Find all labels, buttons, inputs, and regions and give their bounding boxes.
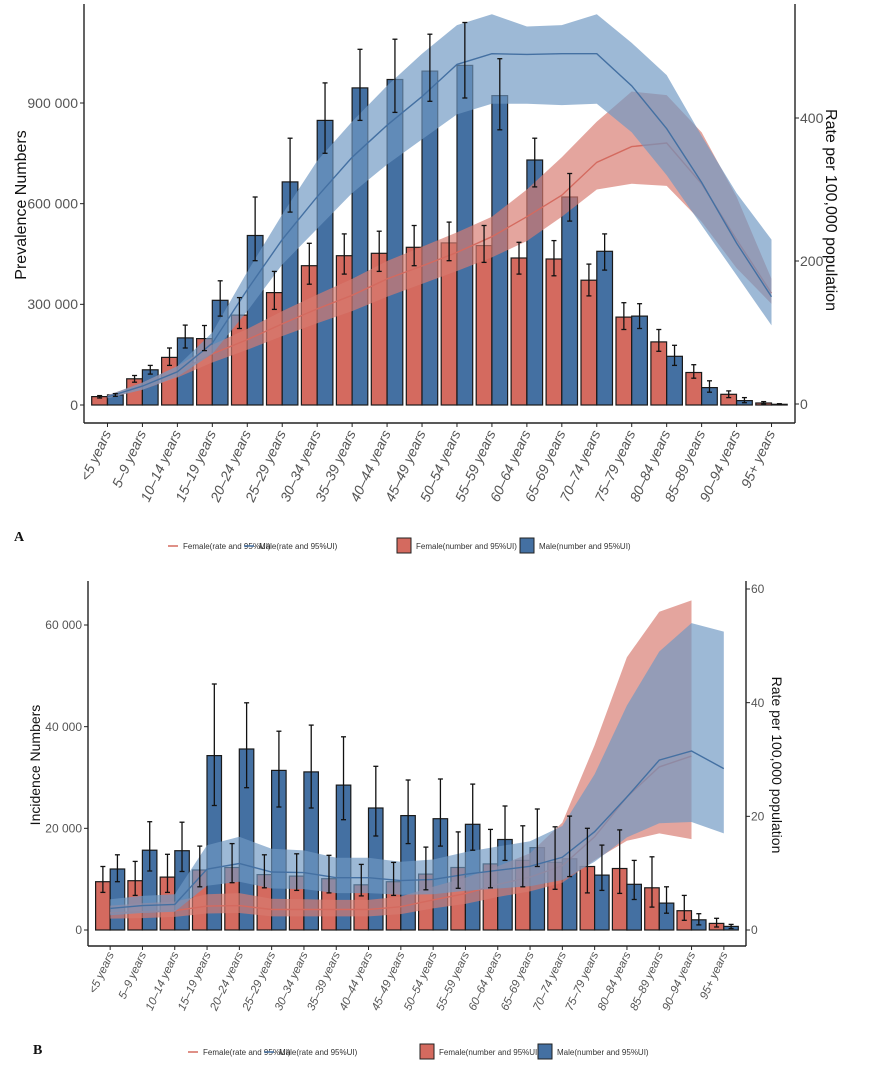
x-tick-label: 75–79 years: [564, 950, 602, 1013]
x-tick-label: 95+ years: [698, 950, 730, 1001]
y-tick-label-left: 0: [70, 397, 78, 413]
y-tick-label-right: 200: [800, 253, 824, 269]
legend-male-rate-label: Male(rate and 95%UI): [259, 542, 338, 551]
female-bar: [300, 265, 318, 406]
female-bar: [510, 257, 528, 406]
x-tick-label: 65–69 years: [499, 950, 537, 1013]
x-tick-label: 35–39 years: [305, 950, 343, 1013]
x-tick-label: 20–24 years: [208, 950, 246, 1014]
male-rate-line: [110, 750, 725, 910]
rate-bands-overlay-a: [107, 14, 773, 399]
y-tick-label-right: 20: [751, 810, 765, 824]
y-tick-label-right: 40: [751, 696, 765, 710]
male-rate-line: [107, 52, 773, 398]
legend-female-number-label: Female(number and 95%UI): [439, 1048, 540, 1057]
y-tick-label-left: 900 000: [27, 95, 78, 111]
error-bars-a: [97, 21, 782, 406]
legend-female-number-label: Female(number and 95%UI): [416, 542, 517, 551]
x-tick-label: 15–19 years: [176, 950, 214, 1013]
panel-label-a: A: [14, 530, 25, 545]
x-tick-label: <5 years: [77, 428, 114, 484]
panel-label-b: B: [33, 1043, 42, 1058]
male-rate-band: [110, 623, 724, 916]
y-tick-label-right: 0: [751, 923, 758, 937]
y-tick-label-left: 20 000: [45, 822, 82, 836]
female-bar: [545, 258, 563, 406]
female-bar: [475, 245, 493, 406]
legend-male-number-swatch: [537, 1043, 553, 1060]
x-tick-label: 85–89 years: [628, 950, 666, 1013]
legend-b: Female(rate and 95%UI)Male(rate and 95%U…: [188, 1043, 649, 1060]
female-bar: [580, 279, 598, 406]
y-axis-title-left-b: Incidence Numbers: [27, 705, 43, 826]
male-rate-band: [107, 14, 772, 399]
x-tick-label: <5 years: [87, 950, 117, 996]
male-bar: [561, 196, 579, 406]
legend-female-number-swatch: [396, 537, 412, 554]
chart-panel-b: 0 20 000 40 000 60 000 0 20 40 60 <5 years 5–9 ye…: [27, 581, 785, 1060]
y-tick-label-left: 0: [75, 923, 82, 937]
x-tick-label: 95+ years: [738, 428, 779, 491]
rate-bands-overlay-b: [110, 600, 725, 919]
chart-panel-a: 0 300 000 600 000 900 000 0 200 400 <5 years5–9…: [13, 4, 839, 554]
y-tick-label-left: 60 000: [45, 618, 82, 632]
x-tick-label: 60–64 years: [467, 950, 505, 1013]
x-tick-label: 70–74 years: [531, 950, 569, 1013]
x-tick-label: 5–9 years: [109, 428, 149, 490]
y-tick-label-left: 40 000: [45, 720, 82, 734]
legend-male-number-label: Male(number and 95%UI): [557, 1048, 649, 1057]
y-axis-title-right-a: Rate per 100,000 population: [822, 109, 839, 311]
male-bar: [631, 315, 649, 406]
legend-male-number-swatch: [519, 537, 535, 554]
y-tick-label-right: 0: [800, 396, 808, 412]
female-bar: [335, 255, 353, 406]
y-tick-label-left: 600 000: [27, 196, 78, 212]
x-tick-label: 45–49 years: [370, 950, 408, 1013]
x-tick-label: 55–59 years: [434, 950, 472, 1013]
y-tick-label-left: 300 000: [27, 296, 78, 312]
legend-female-rate-label: Female(rate and 95%UI): [183, 542, 271, 551]
female-rate-band: [107, 91, 772, 399]
error-bars-b: [100, 683, 734, 930]
y-tick-label-right: 400: [800, 110, 824, 126]
legend-male-rate-label: Male(rate and 95%UI): [279, 1048, 358, 1057]
x-tick-label: 80–84 years: [596, 950, 634, 1013]
y-axis-title-left-a: Prevalence Numbers: [13, 130, 30, 279]
male-bar: [596, 250, 614, 406]
x-tick-label: 30–34 years: [273, 950, 311, 1013]
x-tick-label: 25–29 years: [240, 950, 278, 1014]
x-tick-label: 40–44 years: [338, 950, 376, 1013]
x-tick-label: 10–14 years: [144, 950, 182, 1013]
x-tick-label: 5–9 years: [117, 950, 149, 1001]
legend-a: Female(rate and 95%UI)Male(rate and 95%U…: [168, 537, 631, 554]
legend-male-number-label: Male(number and 95%UI): [539, 542, 631, 551]
legend-female-number-swatch: [419, 1043, 435, 1060]
x-tick-label: 90–94 years: [661, 950, 699, 1013]
y-tick-label-right: 60: [751, 582, 765, 596]
female-bar: [615, 316, 633, 406]
y-axis-title-right-b: Rate per 100,000 population: [769, 677, 785, 854]
x-tick-label: 50–54 years: [402, 950, 440, 1013]
legend-female-rate-label: Female(rate and 95%UI): [203, 1048, 291, 1057]
